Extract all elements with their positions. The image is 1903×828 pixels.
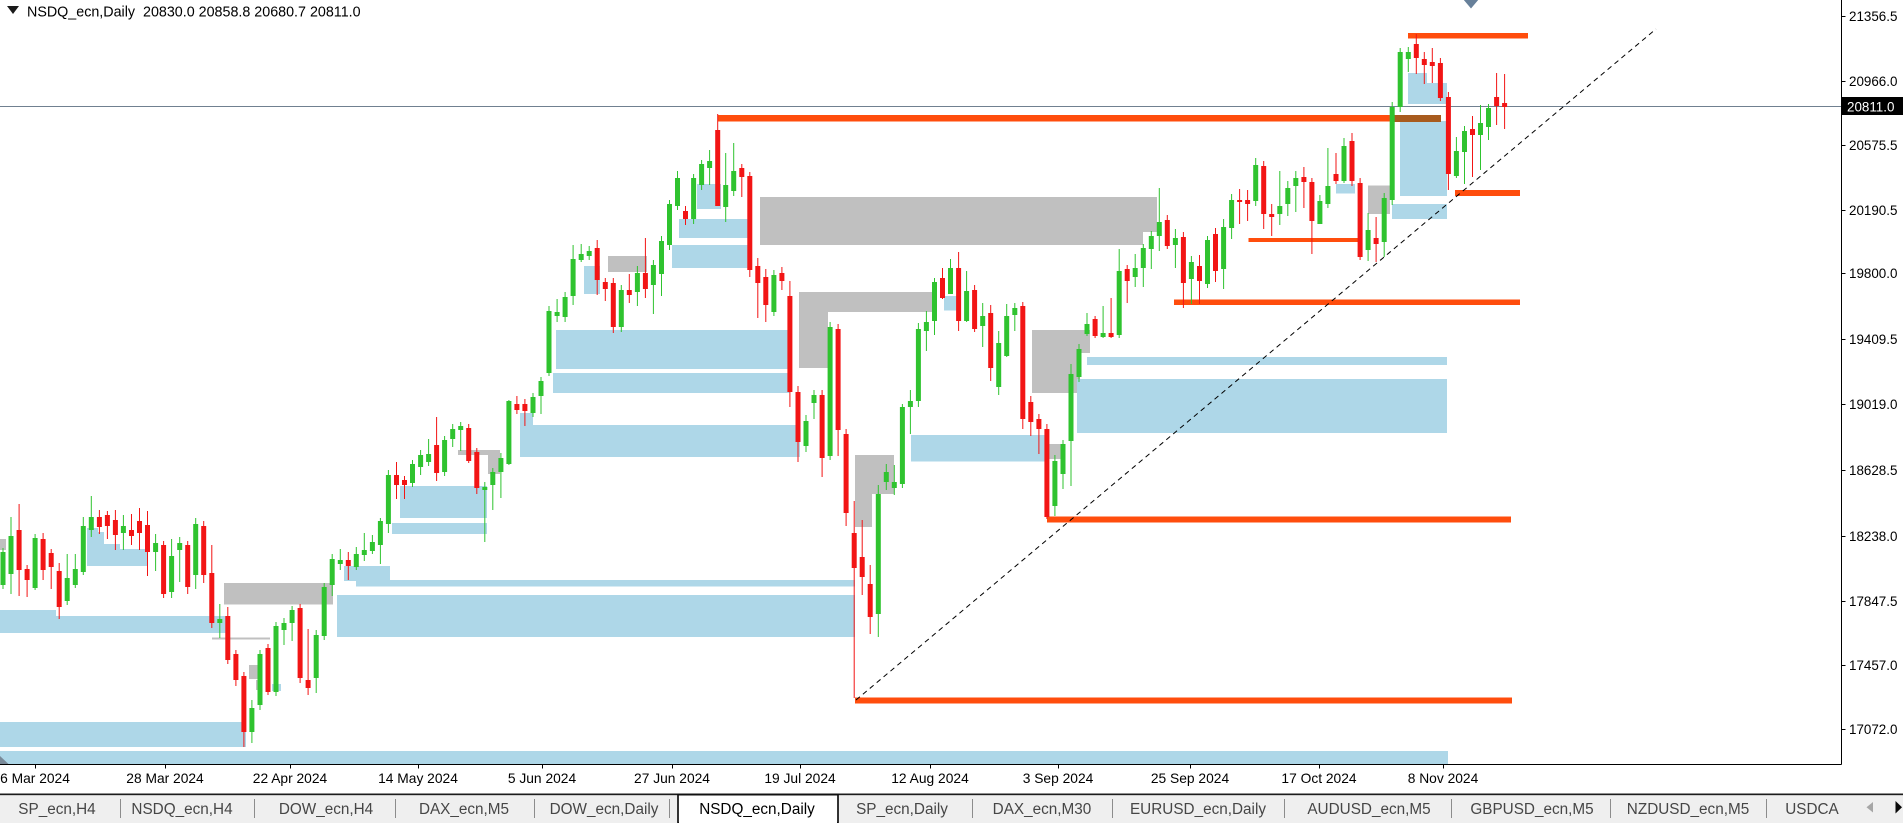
svg-text:5 Jun 2024: 5 Jun 2024 [508, 771, 577, 786]
svg-text:19 Jul 2024: 19 Jul 2024 [764, 771, 836, 786]
svg-text:28 Mar 2024: 28 Mar 2024 [126, 771, 204, 786]
svg-text:20190.5: 20190.5 [1849, 203, 1897, 218]
svg-text:NSDQ_ecn,Daily 20830.0 20858.: NSDQ_ecn,Daily 20830.0 20858.8 20680.7 2… [27, 5, 361, 21]
svg-text:12 Aug 2024: 12 Aug 2024 [891, 771, 969, 786]
svg-text:DAX_ecn,M5: DAX_ecn,M5 [419, 801, 509, 818]
svg-text:6 Mar 2024: 6 Mar 2024 [0, 771, 70, 786]
svg-text:DAX_ecn,M30: DAX_ecn,M30 [993, 801, 1092, 818]
svg-text:22 Apr 2024: 22 Apr 2024 [253, 771, 328, 786]
svg-text:8 Nov 2024: 8 Nov 2024 [1408, 771, 1479, 786]
svg-text:14 May 2024: 14 May 2024 [378, 771, 458, 786]
svg-text:SP_ecn,H4: SP_ecn,H4 [18, 801, 96, 818]
svg-text:27 Jun 2024: 27 Jun 2024 [634, 771, 710, 786]
svg-text:NSDQ_ecn,Daily: NSDQ_ecn,Daily [699, 801, 815, 818]
svg-text:EURUSD_ecn,Daily: EURUSD_ecn,Daily [1130, 801, 1266, 818]
svg-text:21356.5: 21356.5 [1849, 9, 1897, 24]
svg-text:20575.5: 20575.5 [1849, 138, 1897, 153]
svg-text:18238.0: 18238.0 [1849, 529, 1897, 544]
svg-text:19800.0: 19800.0 [1849, 266, 1897, 281]
svg-text:19409.5: 19409.5 [1849, 332, 1897, 347]
svg-text:3 Sep 2024: 3 Sep 2024 [1023, 771, 1094, 786]
svg-text:NZDUSD_ecn,M5: NZDUSD_ecn,M5 [1627, 801, 1749, 818]
svg-text:DOW_ecn,H4: DOW_ecn,H4 [279, 801, 374, 818]
svg-text:17 Oct 2024: 17 Oct 2024 [1281, 771, 1356, 786]
svg-text:18628.5: 18628.5 [1849, 463, 1897, 478]
svg-text:GBPUSD_ecn,M5: GBPUSD_ecn,M5 [1470, 801, 1593, 818]
svg-text:NSDQ_ecn,H4: NSDQ_ecn,H4 [131, 801, 233, 818]
svg-text:DOW_ecn,Daily: DOW_ecn,Daily [550, 801, 659, 818]
svg-text:17847.5: 17847.5 [1849, 594, 1897, 609]
svg-text:20811.0: 20811.0 [1847, 100, 1894, 115]
svg-text:19019.0: 19019.0 [1849, 397, 1897, 412]
svg-text:20966.0: 20966.0 [1849, 74, 1897, 89]
svg-text:17072.0: 17072.0 [1849, 722, 1897, 737]
svg-text:USDCA: USDCA [1785, 801, 1839, 818]
svg-text:25 Sep 2024: 25 Sep 2024 [1151, 771, 1230, 786]
svg-text:17457.0: 17457.0 [1849, 658, 1897, 673]
svg-text:SP_ecn,Daily: SP_ecn,Daily [856, 801, 948, 818]
svg-text:AUDUSD_ecn,M5: AUDUSD_ecn,M5 [1307, 801, 1430, 818]
